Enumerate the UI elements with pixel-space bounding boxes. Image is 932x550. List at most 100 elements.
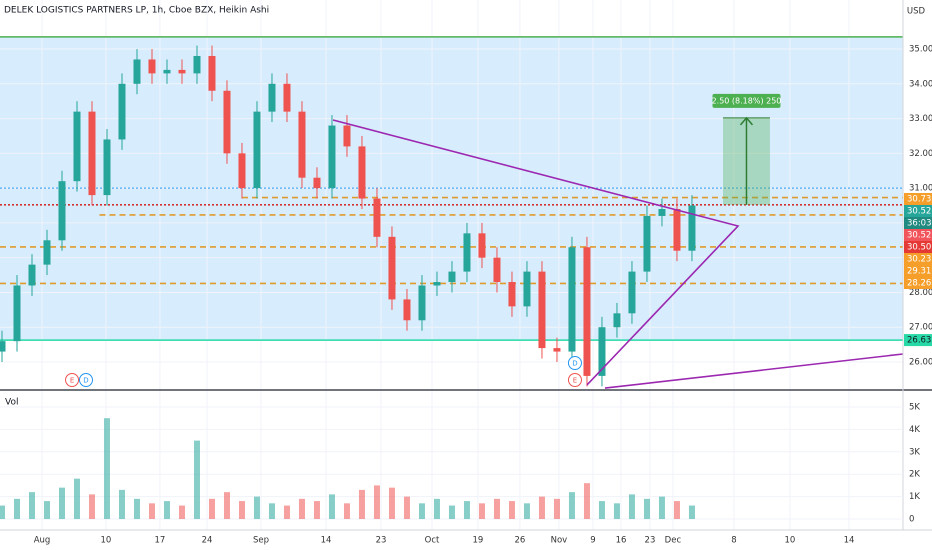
candle-body <box>358 146 366 199</box>
x-tick-label: 24 <box>202 536 213 546</box>
volume-bar <box>478 503 485 520</box>
candle-body <box>193 55 201 74</box>
y-tick-label: 33.00 <box>909 114 932 124</box>
candle-body <box>478 233 486 258</box>
volume-bar <box>148 503 155 520</box>
volume-bar <box>163 501 170 520</box>
candle-body <box>268 83 276 112</box>
candle-body <box>73 111 81 182</box>
candle-body <box>373 198 381 237</box>
volume-bar <box>103 418 110 520</box>
volume-bar <box>388 487 395 520</box>
price-tag-label: 26.63 <box>907 336 931 346</box>
candle-body <box>343 125 351 147</box>
event-label: E <box>70 377 74 385</box>
candle-body <box>223 90 231 154</box>
candle-body <box>658 208 666 216</box>
volume-bar <box>373 485 380 520</box>
candle-body <box>283 83 291 112</box>
price-tag-label: 28.26 <box>907 279 931 289</box>
volume-bar <box>178 505 185 520</box>
measure-label-bg <box>712 93 781 108</box>
price-tag-label: 30.52 <box>907 207 931 217</box>
volume-bar <box>283 505 290 520</box>
volume-bar <box>538 496 545 520</box>
candle-body <box>493 257 501 283</box>
x-tick-label: 16 <box>616 536 627 546</box>
y-tick-label: 35.00 <box>909 45 932 55</box>
x-tick-label: 9 <box>590 536 595 546</box>
y-tick-label: 27.00 <box>909 323 932 333</box>
candle-body <box>613 313 621 328</box>
volume-bar <box>88 494 95 520</box>
volume-bar <box>253 496 260 520</box>
volume-bar <box>463 501 470 520</box>
volume-bar <box>613 503 620 520</box>
volume-bar <box>28 492 35 520</box>
volume-bar <box>13 498 20 520</box>
candle-body <box>58 181 66 241</box>
volume-bar <box>43 501 50 520</box>
x-tick-label: 26 <box>515 536 526 546</box>
volume-bar <box>0 505 5 520</box>
volume-bar <box>403 496 410 520</box>
price-tag <box>904 253 932 265</box>
x-tick-label: Nov <box>551 536 568 546</box>
volume-bar <box>268 503 275 520</box>
measure-label: 2.50 (8.18%) 250 <box>712 96 782 105</box>
candle-body <box>583 247 591 376</box>
candle-body <box>508 282 516 307</box>
volume-bar <box>313 501 320 520</box>
candle-body <box>598 327 606 376</box>
x-tick-label: 23 <box>376 536 387 546</box>
price-tag-label: 36:03 <box>907 219 932 229</box>
volume-bar <box>73 478 80 520</box>
candle-body <box>643 215 651 272</box>
candle-body <box>43 240 51 265</box>
volume-bar <box>238 501 245 520</box>
volume-bar <box>208 498 215 520</box>
trend-line <box>332 119 740 386</box>
candle-body <box>118 83 126 140</box>
price-tag-label: 30.50 <box>907 243 931 253</box>
candle-body <box>388 236 396 300</box>
volume-label: Vol <box>5 398 18 408</box>
candle-body <box>523 271 531 307</box>
volume-bar <box>433 498 440 520</box>
volume-bar <box>628 494 635 520</box>
candle-body <box>238 153 246 189</box>
volume-bar <box>508 501 515 520</box>
volume-bar <box>118 489 125 520</box>
price-tag <box>904 241 932 253</box>
y2-tick-label: 2K <box>909 470 920 480</box>
price-tag <box>904 334 932 347</box>
y2-tick-label: 1K <box>909 492 920 502</box>
x-tick-label: 8 <box>731 536 736 546</box>
x-tick-label: Oct <box>425 536 440 546</box>
candle-body <box>298 111 306 178</box>
x-tick-label: Sep <box>253 536 269 546</box>
x-tick-label: Aug <box>34 536 51 546</box>
price-tag <box>904 205 932 217</box>
candle-body <box>28 264 36 286</box>
event-marker <box>78 373 93 387</box>
volume-bar <box>223 492 230 520</box>
price-tag <box>904 217 932 229</box>
volume-bar <box>328 494 335 520</box>
x-tick-label: 14 <box>321 536 332 546</box>
candle-body <box>688 205 696 251</box>
candle-body <box>673 208 681 251</box>
price-tag-label: 30.23 <box>907 255 931 265</box>
x-tick-label: 23 <box>645 536 656 546</box>
candle-body <box>0 341 6 352</box>
y2-tick-label: 0 <box>909 515 914 525</box>
candle-body <box>178 69 186 74</box>
candle-body <box>163 69 171 74</box>
candle-body <box>568 247 576 352</box>
price-tag <box>904 265 932 277</box>
price-tag <box>904 193 932 205</box>
volume-bar <box>193 440 200 520</box>
volume-bar <box>523 503 530 520</box>
candle-body <box>538 271 546 349</box>
